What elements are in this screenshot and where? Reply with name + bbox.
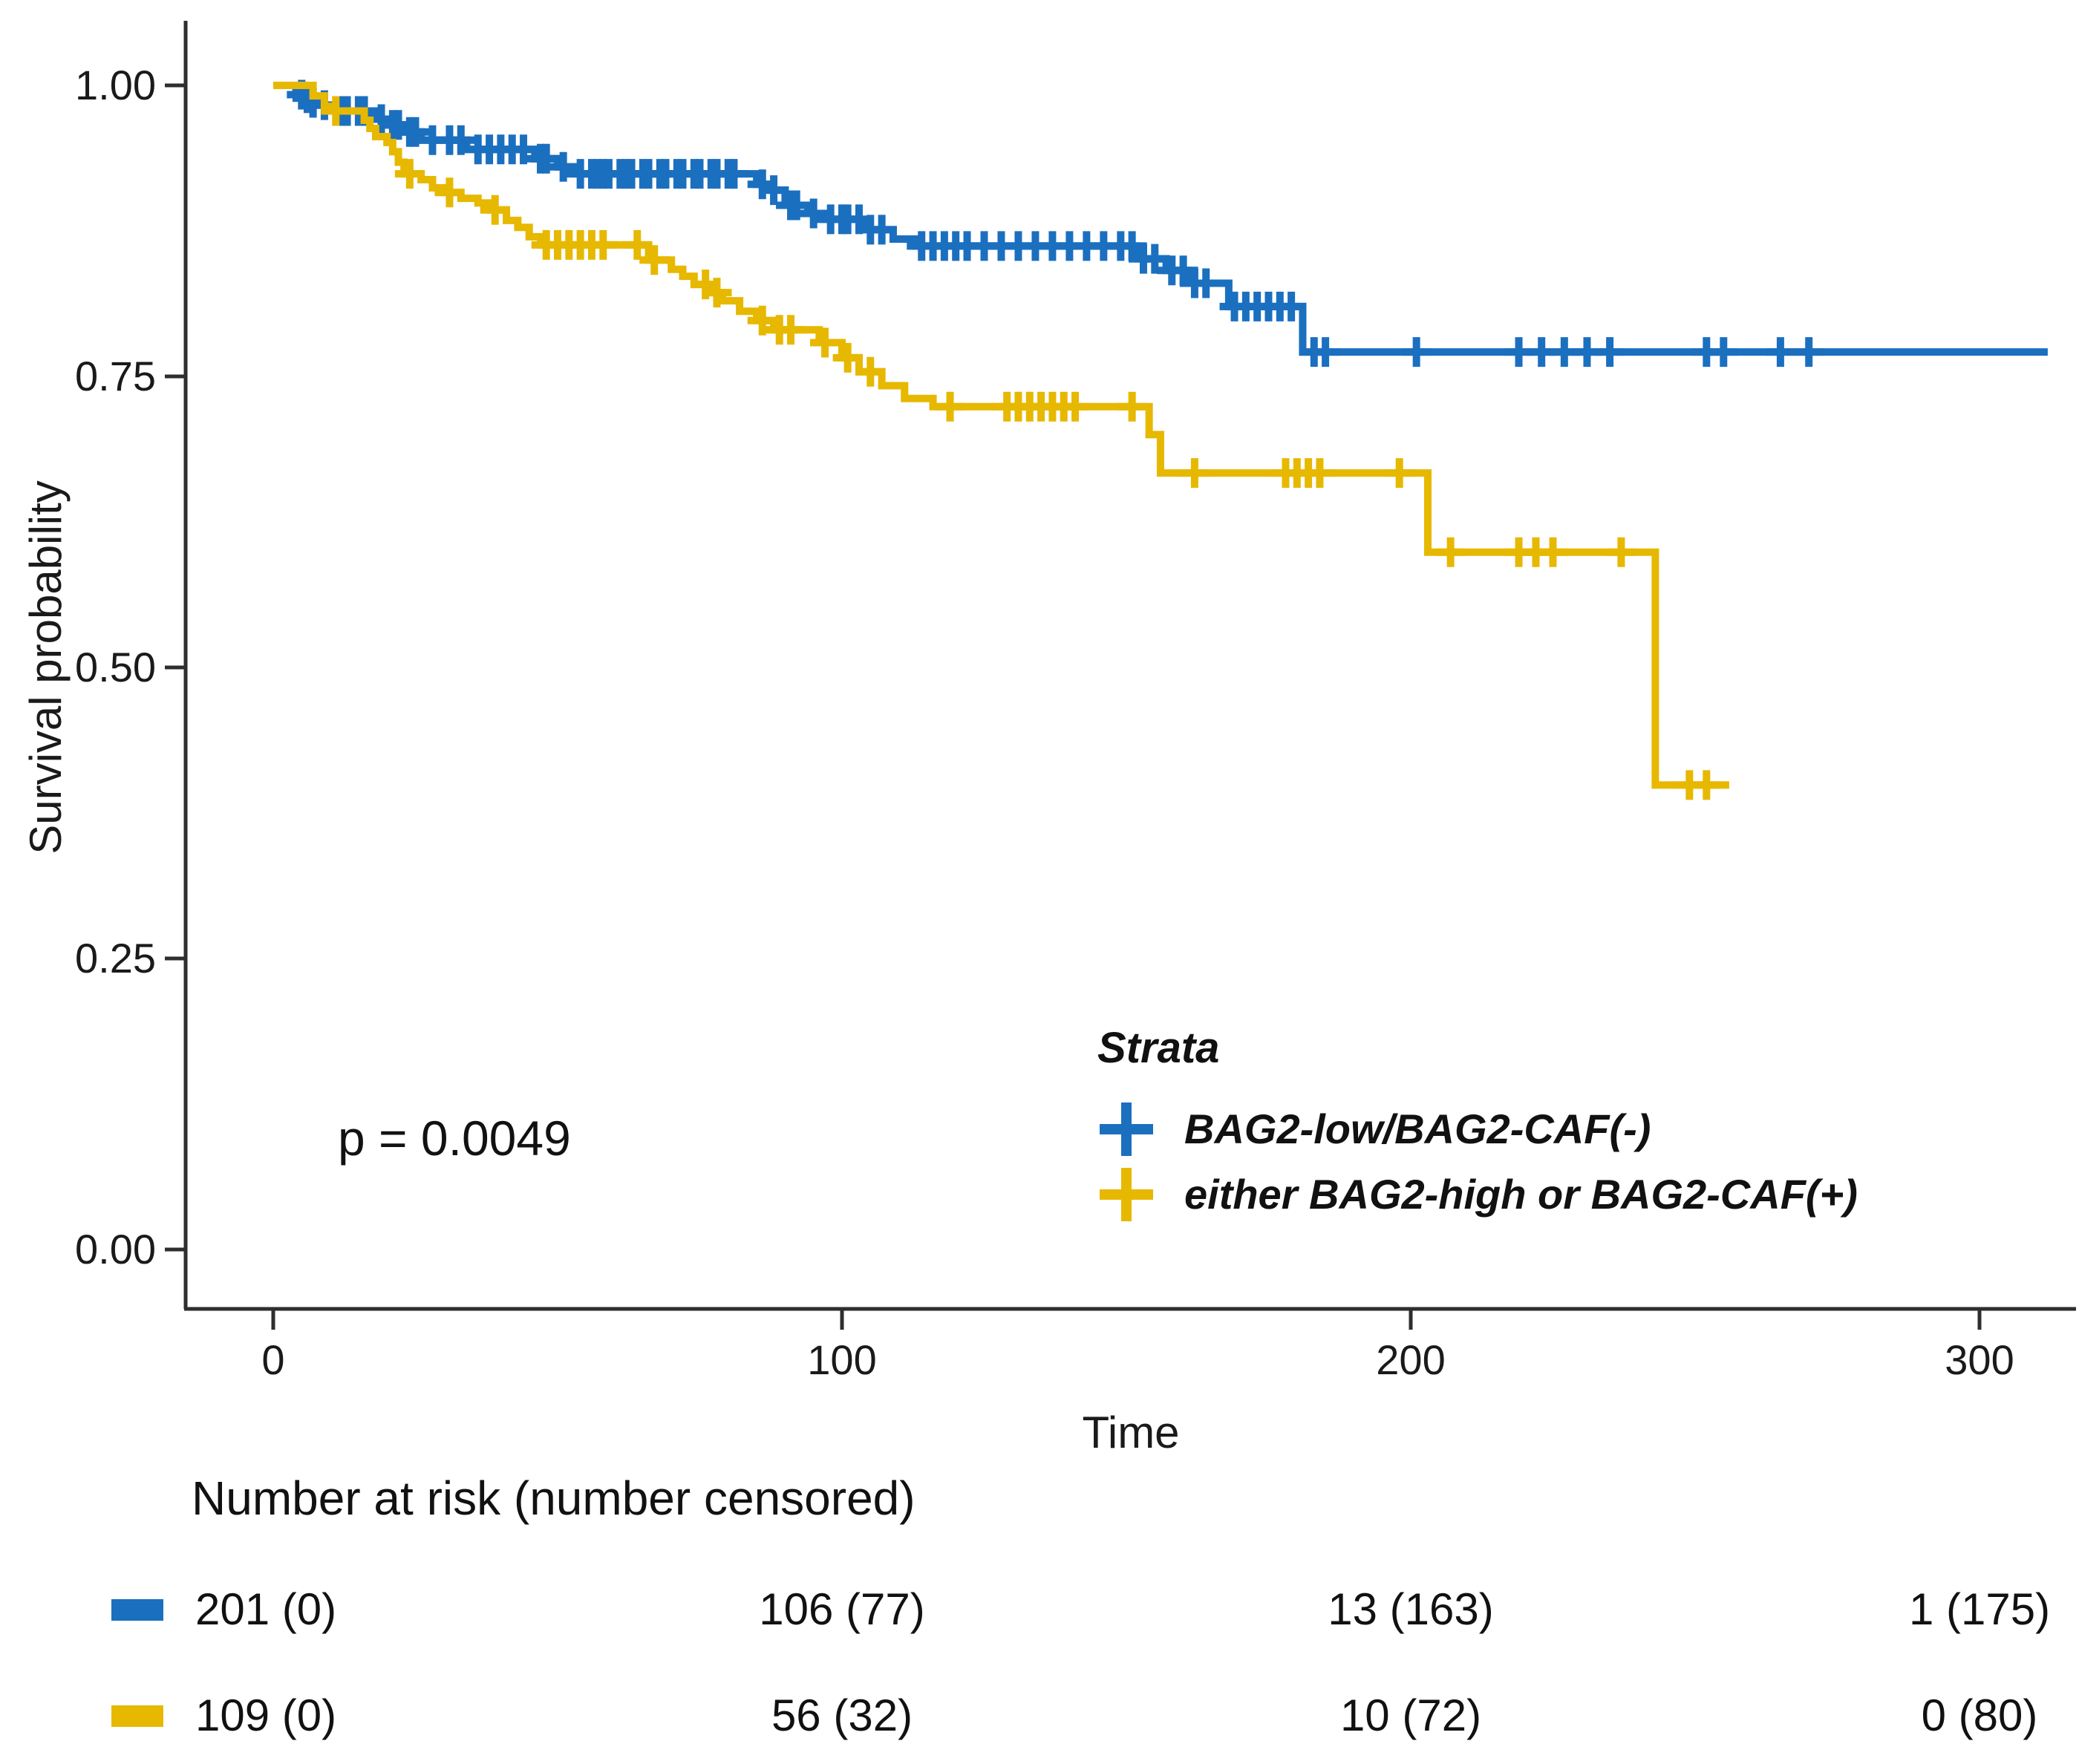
y-tick-label: 0.50: [75, 644, 156, 690]
risk-cell: 56 (32): [771, 1690, 913, 1740]
y-tick-label: 0.00: [75, 1226, 156, 1273]
legend-title: Strata: [1097, 1024, 1220, 1072]
x-tick-label: 0: [261, 1336, 285, 1383]
x-tick-label: 100: [807, 1336, 877, 1383]
risk-row-swatch-blue: [111, 1599, 163, 1621]
y-tick-label: 1.00: [75, 62, 156, 108]
y-axis-title: Survival probability: [21, 480, 71, 855]
risk-cell: 106 (77): [759, 1584, 925, 1634]
y-tick-label: 0.75: [75, 353, 156, 399]
risk-cell: 10 (72): [1339, 1690, 1482, 1740]
legend-item-label: either BAG2-high or BAG2-CAF(+): [1184, 1171, 1858, 1218]
x-tick-label: 300: [1945, 1336, 2014, 1383]
risk-table-title: Number at risk (number censored): [192, 1471, 916, 1525]
pvalue-annotation: p = 0.0049: [338, 1111, 571, 1166]
y-tick-label: 0.25: [75, 935, 156, 981]
x-axis-title: Time: [1082, 1408, 1180, 1457]
risk-cell: 0 (80): [1921, 1690, 2038, 1740]
x-tick-label: 200: [1376, 1336, 1446, 1383]
risk-cell: 13 (163): [1328, 1584, 1494, 1634]
risk-cell: 109 (0): [195, 1690, 337, 1740]
risk-row-swatch-yellow: [111, 1705, 163, 1727]
legend-item-label: BAG2-low/BAG2-CAF(-): [1184, 1105, 1651, 1152]
risk-cell: 201 (0): [195, 1584, 337, 1634]
risk-cell: 1 (175): [1908, 1584, 2051, 1634]
